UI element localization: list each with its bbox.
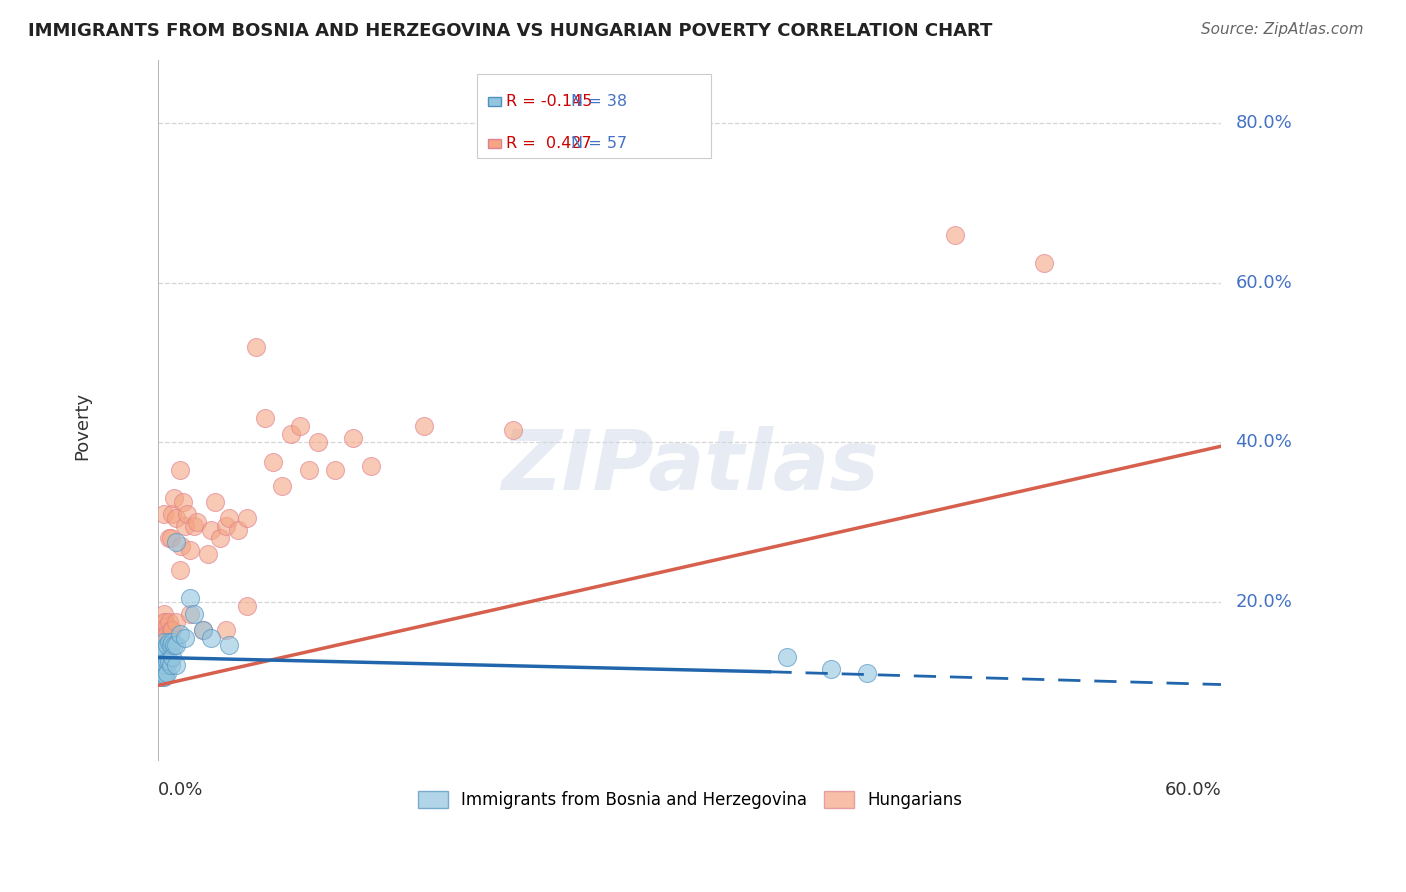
Text: 20.0%: 20.0% <box>1236 592 1292 611</box>
Text: Source: ZipAtlas.com: Source: ZipAtlas.com <box>1201 22 1364 37</box>
FancyBboxPatch shape <box>477 74 711 158</box>
Text: 80.0%: 80.0% <box>1236 114 1292 132</box>
Bar <box>488 139 501 148</box>
Text: 40.0%: 40.0% <box>1236 434 1292 451</box>
Text: R =  0.427: R = 0.427 <box>506 136 592 151</box>
Text: 0.0%: 0.0% <box>159 781 204 799</box>
Text: 60.0%: 60.0% <box>1164 781 1222 799</box>
Text: R = -0.145: R = -0.145 <box>506 94 592 109</box>
Text: Poverty: Poverty <box>73 392 91 460</box>
Text: N = 38: N = 38 <box>571 94 627 109</box>
Text: 60.0%: 60.0% <box>1236 274 1292 292</box>
Text: ZIPatlas: ZIPatlas <box>501 426 879 507</box>
Text: N = 57: N = 57 <box>571 136 627 151</box>
Bar <box>488 97 501 105</box>
Legend: Immigrants from Bosnia and Herzegovina, Hungarians: Immigrants from Bosnia and Herzegovina, … <box>411 784 969 816</box>
Text: IMMIGRANTS FROM BOSNIA AND HERZEGOVINA VS HUNGARIAN POVERTY CORRELATION CHART: IMMIGRANTS FROM BOSNIA AND HERZEGOVINA V… <box>28 22 993 40</box>
